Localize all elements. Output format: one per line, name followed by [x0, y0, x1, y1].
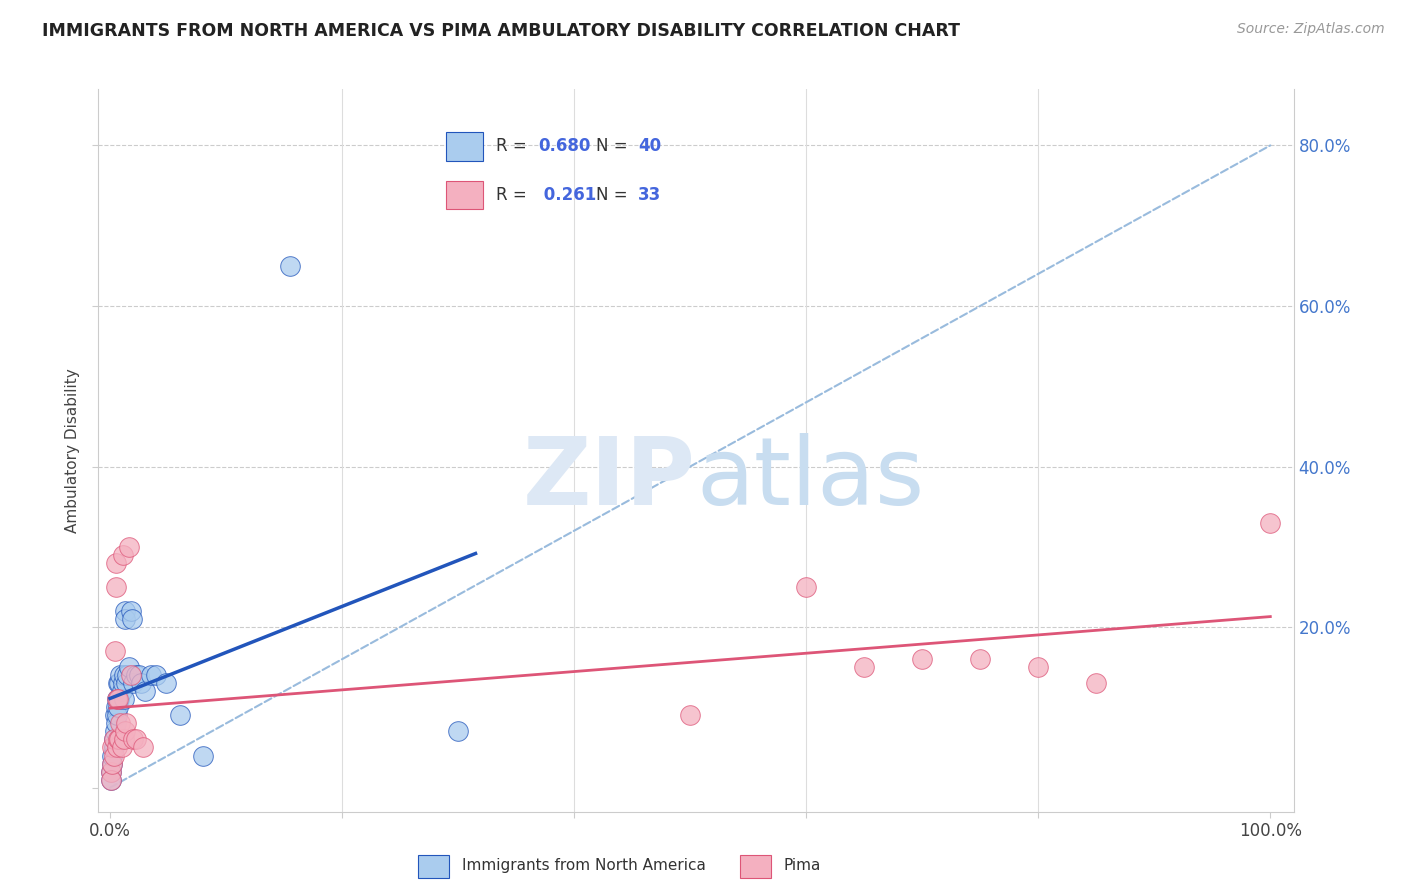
Point	[131, 676, 153, 690]
Point	[104, 644, 127, 658]
Point	[115, 676, 138, 690]
Point	[114, 604, 136, 618]
Point	[131, 740, 153, 755]
Point	[155, 676, 177, 690]
Point	[104, 724, 127, 739]
Point	[191, 748, 214, 763]
Point	[100, 772, 122, 787]
Point	[114, 612, 136, 626]
Point	[101, 740, 124, 755]
FancyBboxPatch shape	[740, 855, 770, 878]
Point	[110, 716, 132, 731]
Point	[101, 748, 124, 763]
Point	[105, 708, 128, 723]
Point	[108, 676, 131, 690]
Point	[111, 548, 134, 562]
Point	[105, 692, 128, 706]
Point	[104, 556, 127, 570]
Point	[101, 756, 124, 771]
Point	[103, 732, 125, 747]
Text: Immigrants from North America: Immigrants from North America	[461, 858, 706, 872]
Point	[117, 668, 139, 682]
Point	[121, 612, 143, 626]
Point	[120, 604, 142, 618]
Point	[110, 668, 132, 682]
Point	[122, 732, 145, 747]
Point	[100, 764, 122, 779]
Point	[134, 684, 156, 698]
Point	[124, 732, 146, 747]
Point	[1026, 660, 1049, 674]
FancyBboxPatch shape	[446, 132, 484, 161]
Text: Source: ZipAtlas.com: Source: ZipAtlas.com	[1237, 22, 1385, 37]
Point	[278, 259, 301, 273]
Point	[1258, 516, 1281, 530]
Point	[120, 668, 142, 682]
Point	[112, 692, 135, 706]
Text: IMMIGRANTS FROM NORTH AMERICA VS PIMA AMBULATORY DISABILITY CORRELATION CHART: IMMIGRANTS FROM NORTH AMERICA VS PIMA AM…	[42, 22, 960, 40]
Point	[124, 668, 146, 682]
FancyBboxPatch shape	[446, 181, 484, 209]
Text: 0.261: 0.261	[538, 186, 596, 204]
Point	[117, 540, 139, 554]
Point	[169, 708, 191, 723]
Y-axis label: Ambulatory Disability: Ambulatory Disability	[65, 368, 80, 533]
Point	[103, 732, 125, 747]
Point	[104, 708, 127, 723]
Point	[128, 668, 150, 682]
Point	[103, 748, 125, 763]
FancyBboxPatch shape	[419, 855, 450, 878]
Point	[107, 732, 129, 747]
Point	[107, 692, 129, 706]
Point	[911, 652, 934, 666]
Point	[104, 716, 127, 731]
Point	[112, 668, 135, 682]
Text: N =: N =	[596, 137, 633, 155]
Point	[111, 684, 134, 698]
Text: R =: R =	[496, 137, 531, 155]
Text: Pima: Pima	[783, 858, 821, 872]
Point	[101, 756, 124, 771]
Text: ZIP: ZIP	[523, 434, 696, 525]
Point	[108, 732, 131, 747]
Point	[105, 692, 128, 706]
Text: 33: 33	[638, 186, 661, 204]
Text: R =: R =	[496, 186, 531, 204]
Point	[139, 668, 162, 682]
Point	[107, 676, 129, 690]
Text: 0.680: 0.680	[538, 137, 591, 155]
Point	[115, 716, 138, 731]
Point	[447, 724, 470, 739]
Point	[1085, 676, 1108, 690]
Point	[104, 580, 127, 594]
Point	[794, 580, 817, 594]
Point	[107, 700, 129, 714]
Point	[145, 668, 167, 682]
Point	[111, 676, 134, 690]
Point	[114, 724, 136, 739]
Point	[100, 764, 122, 779]
Text: 40: 40	[638, 137, 661, 155]
Point	[853, 660, 876, 674]
Point	[112, 732, 135, 747]
Point	[679, 708, 702, 723]
Point	[122, 676, 145, 690]
Point	[117, 660, 139, 674]
Point	[103, 740, 125, 755]
Text: atlas: atlas	[696, 434, 924, 525]
Point	[104, 700, 127, 714]
Text: N =: N =	[596, 186, 633, 204]
Point	[111, 740, 134, 755]
Point	[105, 740, 128, 755]
Point	[969, 652, 991, 666]
Point	[108, 692, 131, 706]
Point	[100, 772, 122, 787]
